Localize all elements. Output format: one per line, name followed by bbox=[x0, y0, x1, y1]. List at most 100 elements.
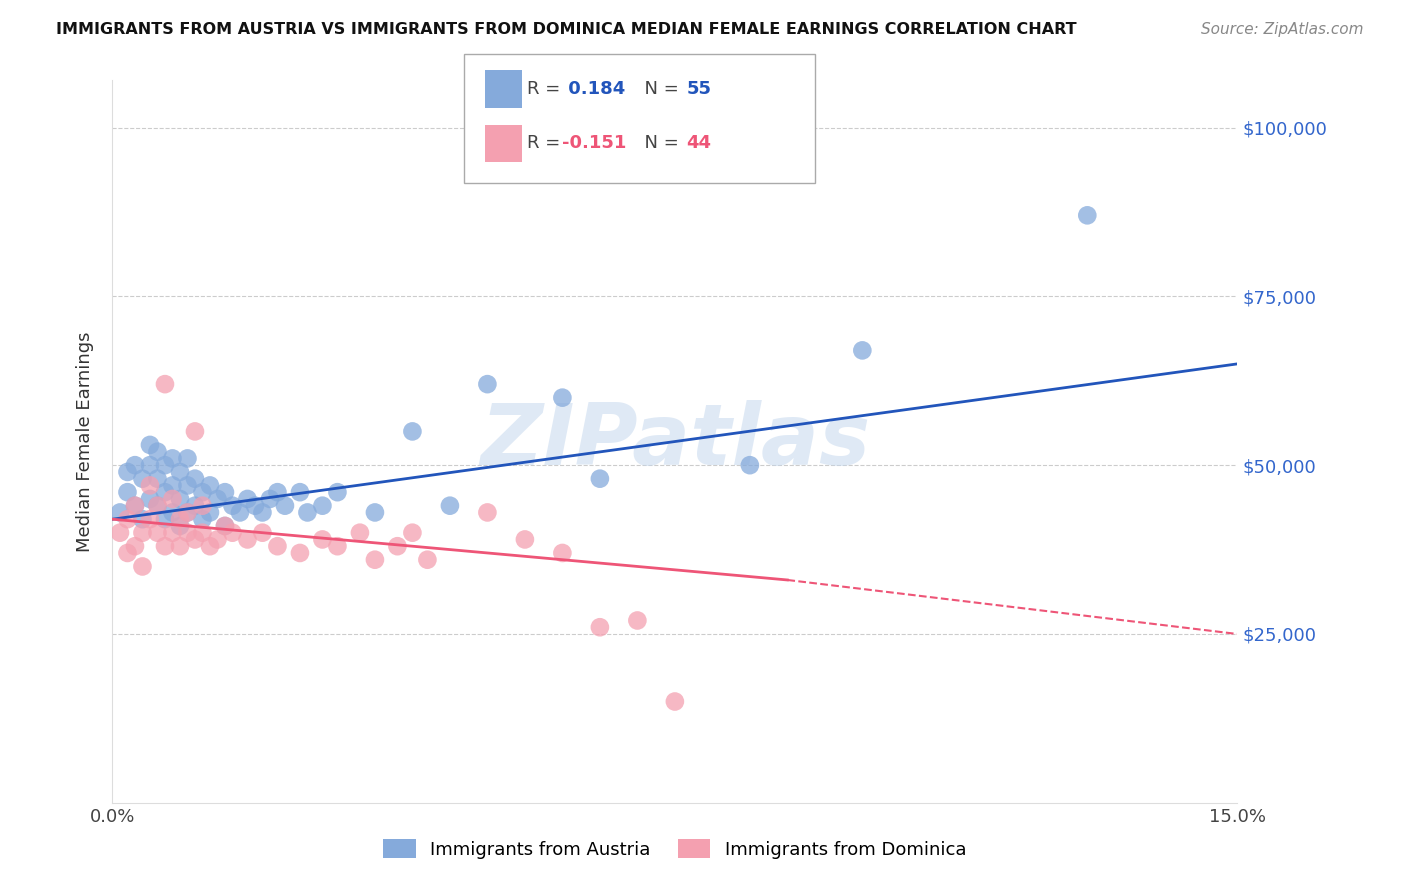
Point bbox=[326, 539, 349, 553]
Point bbox=[252, 505, 274, 519]
Text: Source: ZipAtlas.com: Source: ZipAtlas.com bbox=[1201, 22, 1364, 37]
Point bbox=[288, 485, 311, 500]
Point bbox=[266, 539, 288, 553]
Point bbox=[146, 444, 169, 458]
Point bbox=[153, 539, 176, 553]
Point bbox=[176, 505, 198, 519]
Point bbox=[207, 491, 229, 506]
Point bbox=[551, 546, 574, 560]
Point bbox=[153, 485, 176, 500]
Point bbox=[131, 525, 153, 540]
Point bbox=[477, 505, 499, 519]
Point bbox=[184, 499, 207, 513]
Point bbox=[139, 491, 162, 506]
Point bbox=[297, 505, 319, 519]
Point bbox=[176, 505, 198, 519]
Point bbox=[851, 343, 873, 358]
Point bbox=[184, 533, 207, 547]
Point bbox=[252, 525, 274, 540]
Point bbox=[311, 499, 333, 513]
Point bbox=[236, 491, 259, 506]
Point bbox=[176, 451, 198, 466]
Point bbox=[139, 458, 162, 472]
Point bbox=[589, 472, 612, 486]
Point bbox=[236, 533, 259, 547]
Point bbox=[664, 694, 686, 708]
Point bbox=[153, 377, 176, 392]
Point bbox=[191, 499, 214, 513]
Point bbox=[131, 512, 153, 526]
Point bbox=[169, 519, 191, 533]
Point bbox=[153, 458, 176, 472]
Point bbox=[162, 491, 184, 506]
Point bbox=[198, 539, 221, 553]
Point bbox=[207, 533, 229, 547]
Point bbox=[169, 539, 191, 553]
Point bbox=[117, 485, 139, 500]
Point bbox=[214, 485, 236, 500]
Point bbox=[266, 485, 288, 500]
Text: 0.184: 0.184 bbox=[562, 80, 626, 98]
Point bbox=[176, 478, 198, 492]
Point bbox=[139, 512, 162, 526]
Point bbox=[551, 391, 574, 405]
Point bbox=[146, 499, 169, 513]
Point bbox=[124, 499, 146, 513]
Point bbox=[214, 519, 236, 533]
Text: IMMIGRANTS FROM AUSTRIA VS IMMIGRANTS FROM DOMINICA MEDIAN FEMALE EARNINGS CORRE: IMMIGRANTS FROM AUSTRIA VS IMMIGRANTS FR… bbox=[56, 22, 1077, 37]
Point bbox=[131, 559, 153, 574]
Point bbox=[229, 505, 252, 519]
Point bbox=[146, 525, 169, 540]
Point bbox=[146, 472, 169, 486]
Point bbox=[176, 525, 198, 540]
Point bbox=[184, 472, 207, 486]
Point bbox=[191, 512, 214, 526]
Point bbox=[124, 499, 146, 513]
Point bbox=[738, 458, 761, 472]
Point bbox=[124, 458, 146, 472]
Point bbox=[124, 539, 146, 553]
Y-axis label: Median Female Earnings: Median Female Earnings bbox=[76, 331, 94, 552]
Point bbox=[401, 425, 423, 439]
Point bbox=[311, 533, 333, 547]
Point bbox=[326, 485, 349, 500]
Point bbox=[288, 546, 311, 560]
Point bbox=[108, 525, 131, 540]
Text: 44: 44 bbox=[686, 135, 711, 153]
Point bbox=[131, 472, 153, 486]
Point bbox=[259, 491, 281, 506]
Point bbox=[146, 499, 169, 513]
Text: -0.151: -0.151 bbox=[562, 135, 627, 153]
Point bbox=[191, 525, 214, 540]
Legend: Immigrants from Austria, Immigrants from Dominica: Immigrants from Austria, Immigrants from… bbox=[377, 832, 973, 866]
Point bbox=[214, 519, 236, 533]
Point bbox=[1076, 208, 1098, 222]
Point bbox=[364, 505, 387, 519]
Point bbox=[162, 525, 184, 540]
Point bbox=[589, 620, 612, 634]
Text: R =: R = bbox=[527, 135, 567, 153]
Point bbox=[198, 505, 221, 519]
Point bbox=[221, 499, 243, 513]
Point bbox=[439, 499, 461, 513]
Point bbox=[191, 485, 214, 500]
Point bbox=[513, 533, 536, 547]
Point bbox=[198, 478, 221, 492]
Text: N =: N = bbox=[633, 80, 685, 98]
Point bbox=[169, 491, 191, 506]
Point bbox=[117, 546, 139, 560]
Point bbox=[162, 478, 184, 492]
Point bbox=[139, 478, 162, 492]
Point bbox=[626, 614, 648, 628]
Point bbox=[243, 499, 266, 513]
Point bbox=[162, 505, 184, 519]
Point bbox=[169, 512, 191, 526]
Point bbox=[184, 425, 207, 439]
Point bbox=[153, 512, 176, 526]
Point bbox=[349, 525, 371, 540]
Point bbox=[139, 438, 162, 452]
Point bbox=[108, 505, 131, 519]
Text: ZIPatlas: ZIPatlas bbox=[479, 400, 870, 483]
Point bbox=[416, 552, 439, 566]
Point bbox=[387, 539, 409, 553]
